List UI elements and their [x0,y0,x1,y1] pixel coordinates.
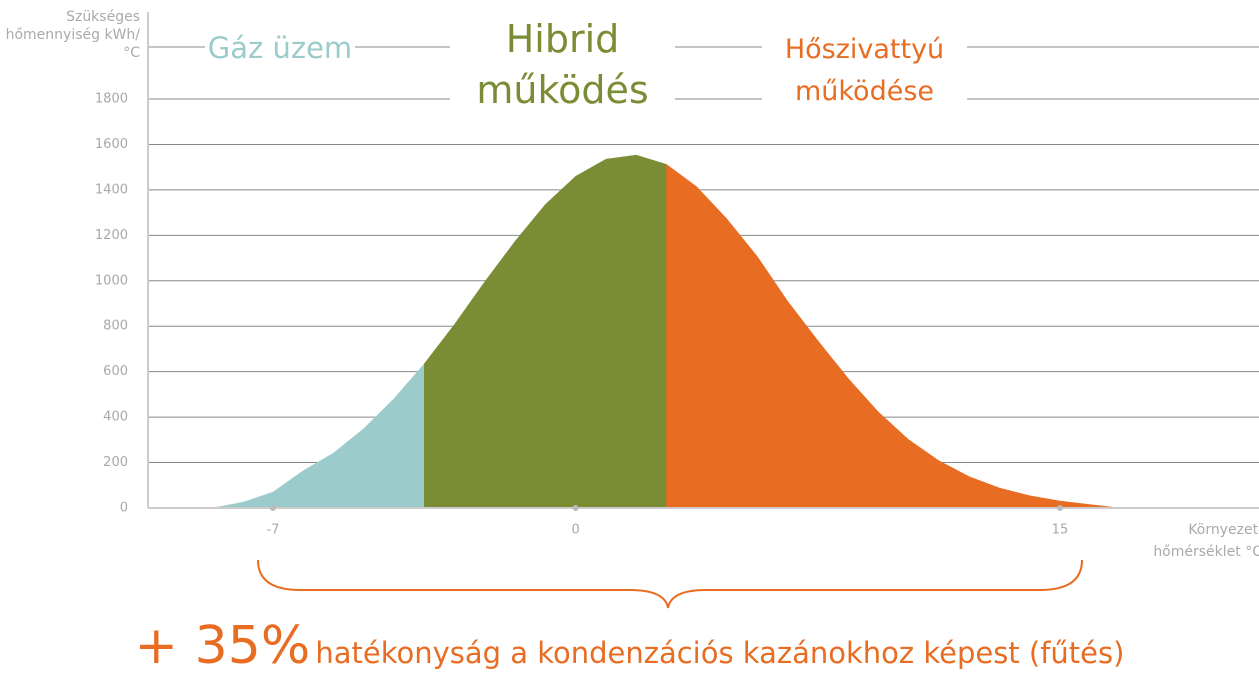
y-tick-label: 1200 [95,228,128,243]
area [212,363,425,509]
y-tick-label: 0 [120,501,128,516]
legend-entry: Hőszivattyú működése [762,29,967,113]
x-tick-label: -7 [266,523,279,538]
x-axis-label: Környezeti hőmérséklet °C [1153,522,1259,560]
x-tick [1056,505,1063,511]
legend-entry: Hibrid működés [450,14,675,117]
highlight: + 35% [134,616,311,676]
y-tick-label: 1000 [95,273,128,288]
x-tick-label: 0 [571,523,579,538]
y-tick-label: 400 [103,410,128,425]
y-tick-label: 600 [103,364,128,379]
legend-entry: Gáz üzem [205,27,355,71]
x-tick [572,505,579,511]
area [424,154,667,509]
x-tick-label: 15 [1052,523,1069,538]
y-tick-label: 1600 [95,137,128,152]
annotation-text: hatékonyság a kondenzációs kazánokhoz ké… [315,636,1125,670]
y-tick-label: 1400 [95,182,128,197]
y-tick-label: 200 [103,455,128,470]
brace [257,559,1083,609]
x-tick [269,505,276,511]
y-axis-label: Szükséges hőmennyiség kWh/°C [5,9,140,62]
annotation: + 35% hatékonyság a kondenzációs kazánok… [0,615,1259,677]
y-tick-label: 1800 [95,92,128,107]
y-tick-label: 800 [103,319,128,334]
area [666,163,1121,509]
